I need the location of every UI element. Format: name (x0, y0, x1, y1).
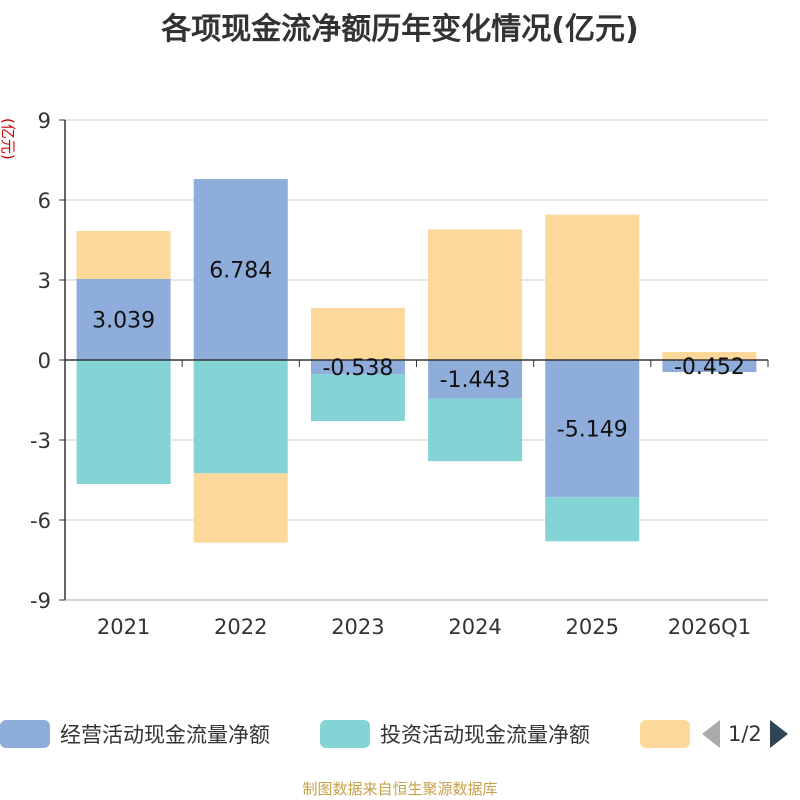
bar-operating-2024 (428, 360, 523, 399)
y-tick-label: 9 (38, 109, 51, 133)
x-tick-label: 2022 (214, 615, 267, 639)
legend-page-indicator: 1/2 (728, 722, 762, 746)
bar-financing-2022 (193, 473, 288, 543)
legend-swatch-investing (320, 720, 370, 748)
bar-financing-2021 (76, 230, 171, 279)
y-tick-label: -6 (30, 509, 51, 533)
data-label-operating: -0.538 (322, 356, 393, 381)
legend-pager: 1/2 (702, 716, 788, 752)
legend-item-operating[interactable]: 经营活动现金流量净额 (0, 716, 270, 752)
bar-investing-2023 (310, 374, 405, 422)
legend-label-operating: 经营活动现金流量净额 (60, 723, 270, 747)
axes: 9 6 3 0 -3 -6 -9 (亿元) 2021 2022 2023 2024 2025 2026Q1 (0, 109, 769, 639)
bar-investing-2022 (193, 360, 288, 474)
bar-financing-2023 (310, 308, 405, 360)
legend-next-arrow-icon[interactable] (769, 720, 788, 748)
bar-investing-2024 (428, 398, 523, 462)
x-tick-label: 2024 (448, 615, 501, 639)
bar-financing-2024 (428, 229, 523, 360)
bar-operating-2021 (76, 278, 171, 360)
bar-operating-2022 (193, 179, 288, 360)
bar-investing-2025 (545, 497, 640, 542)
bar-operating-2026Q1 (662, 360, 757, 373)
legend-item-financing[interactable] (640, 716, 700, 752)
x-tick-label: 2025 (566, 615, 619, 639)
x-tick-label: 2021 (97, 615, 150, 639)
bar-financing-2026Q1 (662, 352, 757, 360)
y-tick-label: -3 (30, 429, 51, 453)
legend-label-investing: 投资活动现金流量净额 (380, 723, 590, 747)
y-axis-unit-label: (亿元) (0, 118, 17, 160)
legend-swatch-financing (640, 720, 690, 748)
bar-operating-2025 (545, 360, 640, 498)
data-label-operating: -1.443 (440, 368, 511, 393)
data-label-operating: 3.039 (92, 308, 155, 333)
bar-financing-2025 (545, 214, 640, 360)
bars (76, 179, 757, 543)
y-tick-label: -9 (30, 589, 51, 613)
x-tick-label: 2026Q1 (668, 615, 751, 639)
chart-plot: 9 6 3 0 -3 -6 -9 (亿元) 2021 2022 2023 2024 2025 2026Q1… (0, 109, 769, 639)
data-label-operating: -5.149 (557, 418, 628, 443)
data-label-operating: -0.452 (674, 355, 745, 380)
bar-operating-2023 (310, 360, 405, 375)
chart-title: 各项现金流净额历年变化情况(亿元) (161, 12, 639, 47)
y-tick-label: 0 (38, 349, 51, 373)
legend-swatch-operating (0, 720, 50, 748)
data-label-operating: 6.784 (209, 259, 272, 284)
legend-item-investing[interactable]: 投资活动现金流量净额 (320, 716, 590, 752)
y-tick-label: 3 (38, 269, 51, 293)
data-labels: 3.039 6.784 -0.538 -1.443 -5.149 -0.452 (92, 259, 745, 443)
legend-prev-arrow-icon[interactable] (702, 720, 720, 748)
source-note: 制图数据来自恒生聚源数据库 (302, 780, 498, 798)
y-tick-label: 6 (38, 189, 51, 213)
legend: 经营活动现金流量净额 投资活动现金流量净额 1/2 (0, 716, 800, 752)
bar-investing-2021 (76, 360, 171, 484)
x-tick-label: 2023 (331, 615, 384, 639)
